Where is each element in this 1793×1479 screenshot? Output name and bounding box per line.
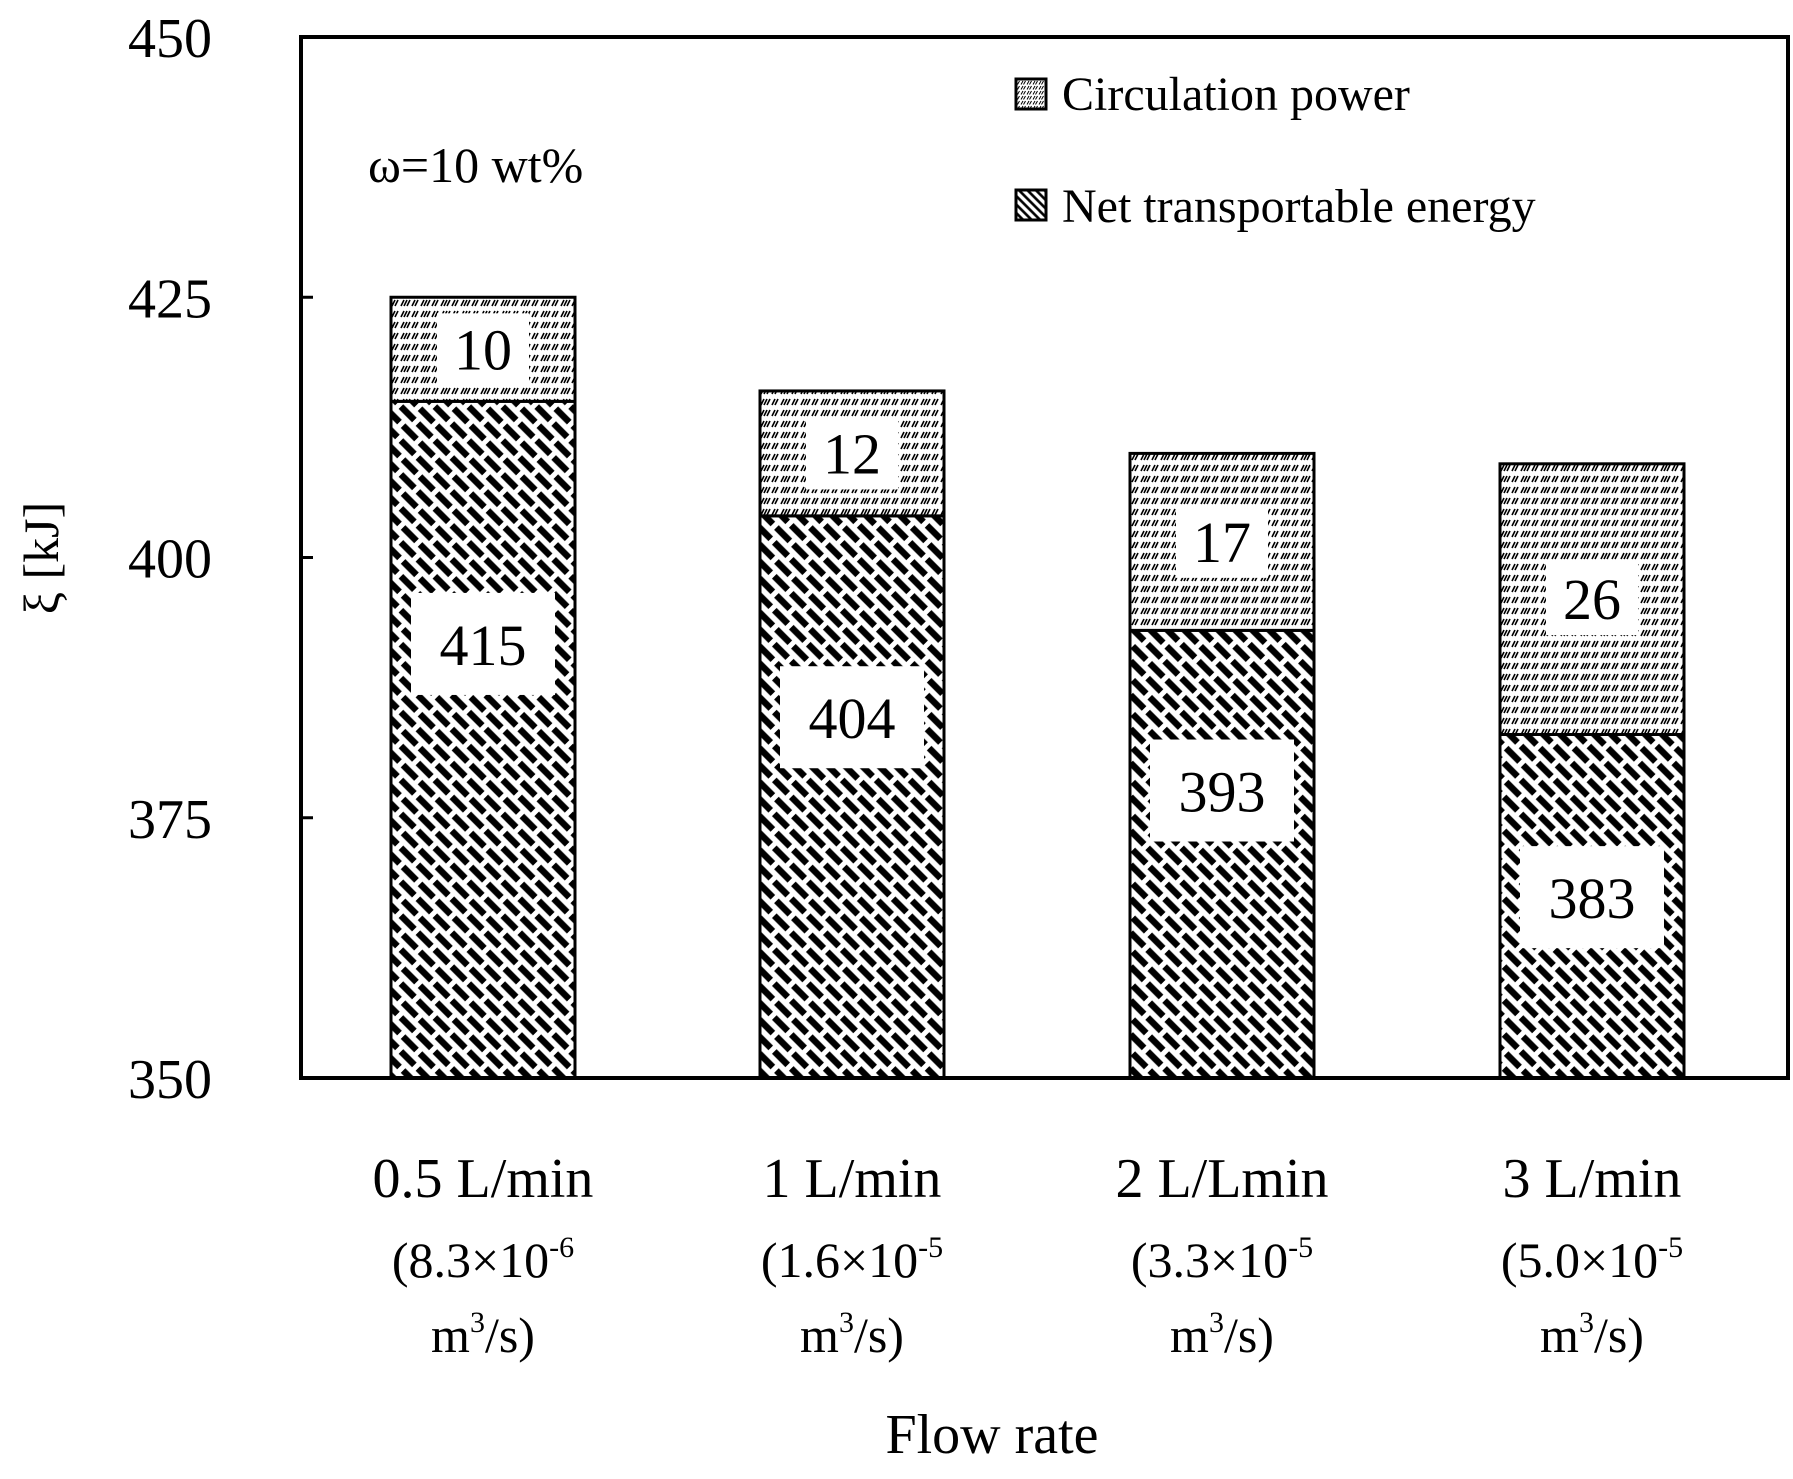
x-tick-label-part: 10 [1608,1232,1658,1288]
bar-label-box-circulation [1546,563,1638,636]
y-tick-label: 400 [128,529,212,591]
x-tick-label-part: × [1580,1232,1608,1288]
x-tick-label-flow-si: (1.6×10-5 [761,1231,943,1288]
x-tick-label-part: (1.6 [761,1232,840,1288]
x-tick-label-part: /s) [1224,1307,1274,1363]
legend-swatch-net-transportable-energy [1014,188,1048,222]
x-tick-label-part: m [431,1307,470,1363]
x-tick-label-part: 10 [1238,1232,1288,1288]
x-tick-label-part: -6 [549,1231,574,1264]
bar-label-circulation-power: 10 [454,317,512,382]
x-tick-label-part: (3.3 [1131,1232,1210,1288]
bar-label-circulation-power: 17 [1193,510,1251,575]
x-tick-label-part: × [1210,1232,1238,1288]
x-tick-label-units: m3/s) [1170,1306,1274,1363]
bar-labels-layer: 415 10 404 12 393 17 383 26 [411,313,1664,949]
y-tick-label: 350 [128,1049,212,1111]
x-tick-label-part: /s) [485,1307,535,1363]
x-axis-tick-labels: 0.5 L/min(8.3×10-6m3/s)1 L/min(1.6×10-5m… [373,1148,1684,1363]
bar-net-transportable-energy [1128,628,1316,1080]
x-tick-label-part: -5 [1288,1231,1313,1264]
bar-label-box-net [1150,739,1294,842]
x-tick-label-part: 3 [470,1306,485,1339]
x-tick-label-part: m [800,1307,839,1363]
bar-label-box-net [411,592,555,695]
x-tick-label-units: m3/s) [800,1306,904,1363]
x-tick-label-flow-si: (5.0×10-5 [1501,1231,1683,1288]
x-tick-label-units: m3/s) [431,1306,535,1363]
x-tick-label-part: (5.0 [1501,1232,1580,1288]
y-tick-label: 425 [128,268,212,330]
x-tick-label-flow: 3 L/min [1503,1148,1682,1210]
x-tick-label-flow-si: (8.3×10-6 [392,1231,574,1288]
bar-label-box-circulation [437,313,529,386]
x-tick-label-flow: 1 L/min [763,1148,942,1210]
x-tick-label-part: × [471,1232,499,1288]
bar-label-box-circulation [1176,505,1268,578]
x-tick-label-part: 3 [1209,1306,1224,1339]
x-tick-label-part: 3 [1579,1306,1594,1339]
bar-label-net-transportable-energy: 415 [440,613,527,678]
legend: Circulation power Net transportable ener… [1014,68,1536,233]
bar-label-net-transportable-energy: 383 [1549,866,1636,931]
x-tick-label-part: /s) [1594,1307,1644,1363]
x-tick-label-part: -5 [1658,1231,1683,1264]
x-tick-label-part: /s) [854,1307,904,1363]
bar-net-transportable-energy [758,514,946,1080]
x-tick-label-part: 3 [839,1306,854,1339]
x-tick-label-part: -5 [918,1231,943,1264]
x-tick-label-flow: 2 L/Lmin [1115,1148,1328,1210]
y-tick-label: 375 [128,789,212,851]
x-tick-label-part: m [1540,1307,1579,1363]
bar-net-transportable-energy [389,399,577,1080]
y-axis: 350 375 400 425 450 [128,8,313,1111]
y-axis-title: ξ [kJ] [13,502,69,615]
bar-label-circulation-power: 12 [823,421,881,486]
x-tick-label-part: (8.3 [392,1232,471,1288]
bar-label-box-circulation [806,417,898,490]
x-tick-label-flow: 0.5 L/min [373,1148,594,1210]
x-tick-label-part: m [1170,1307,1209,1363]
x-tick-label-units: m3/s) [1540,1306,1644,1363]
bar-label-box-net [1520,846,1664,949]
y-tick-label: 450 [128,8,212,70]
legend-swatch-circulation-power [1014,77,1048,111]
x-tick-label-part: 10 [499,1232,549,1288]
x-tick-label-flow-si: (3.3×10-5 [1131,1231,1313,1288]
x-tick-label-part: × [840,1232,868,1288]
bar-label-box-net [780,666,924,769]
bar-label-net-transportable-energy: 393 [1179,760,1266,825]
legend-label-circulation-power: Circulation power [1062,68,1410,121]
concentration-annotation: ω=10 wt% [368,137,583,193]
x-axis-title: Flow rate [885,1404,1098,1466]
bars-layer [389,295,1686,1080]
x-tick-label-part: 10 [868,1232,918,1288]
legend-label-net-transportable-energy: Net transportable energy [1062,180,1536,233]
bar-label-circulation-power: 26 [1563,567,1621,632]
bar-label-net-transportable-energy: 404 [809,686,896,751]
